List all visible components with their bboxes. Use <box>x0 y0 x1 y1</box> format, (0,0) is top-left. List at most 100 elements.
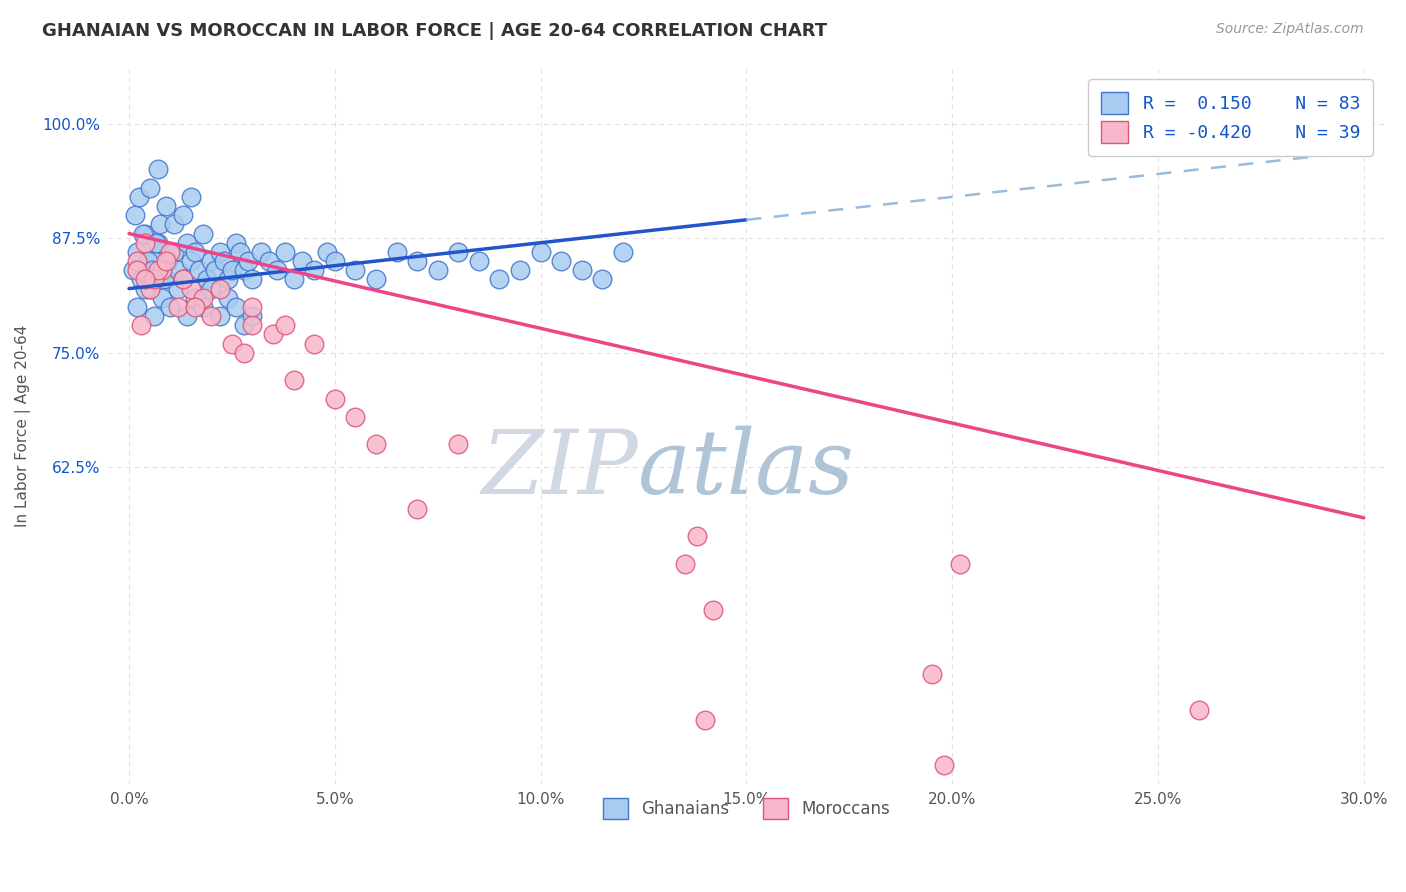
Point <box>134 272 156 286</box>
Point <box>142 272 165 286</box>
Point <box>191 227 214 241</box>
Point <box>180 254 202 268</box>
Point <box>195 272 218 286</box>
Point <box>138 282 160 296</box>
Text: ZIP: ZIP <box>481 425 638 513</box>
Point <box>212 254 235 268</box>
Point <box>344 409 367 424</box>
Point <box>142 254 165 268</box>
Point <box>262 327 284 342</box>
Point <box>138 282 160 296</box>
Point <box>157 254 180 268</box>
Point <box>142 309 165 323</box>
Point <box>283 272 305 286</box>
Point <box>145 235 167 250</box>
Point <box>172 272 194 286</box>
Point <box>529 244 551 259</box>
Point <box>221 336 243 351</box>
Point <box>612 244 634 259</box>
Point <box>127 244 149 259</box>
Point <box>180 190 202 204</box>
Point <box>686 529 709 543</box>
Point <box>172 272 194 286</box>
Point <box>172 208 194 222</box>
Point <box>274 244 297 259</box>
Point <box>229 244 252 259</box>
Point <box>132 227 155 241</box>
Point <box>217 291 239 305</box>
Point <box>208 244 231 259</box>
Point <box>155 199 177 213</box>
Point <box>200 282 222 296</box>
Point <box>184 291 207 305</box>
Point <box>163 218 186 232</box>
Point <box>932 758 955 772</box>
Point <box>208 309 231 323</box>
Point <box>191 291 214 305</box>
Point <box>447 437 470 451</box>
Point <box>702 602 724 616</box>
Point <box>134 235 156 250</box>
Point <box>233 318 256 333</box>
Point <box>242 300 264 314</box>
Point <box>291 254 314 268</box>
Point <box>184 300 207 314</box>
Point <box>695 713 717 727</box>
Point <box>208 282 231 296</box>
Point <box>127 300 149 314</box>
Point <box>242 309 264 323</box>
Point <box>406 501 429 516</box>
Point <box>127 263 149 277</box>
Point <box>128 190 150 204</box>
Point <box>155 272 177 286</box>
Point <box>921 666 943 681</box>
Point <box>385 244 408 259</box>
Legend: Ghanaians, Moroccans: Ghanaians, Moroccans <box>596 792 897 825</box>
Point <box>242 272 264 286</box>
Point <box>150 291 173 305</box>
Text: atlas: atlas <box>638 425 853 513</box>
Point <box>159 244 181 259</box>
Point <box>138 180 160 194</box>
Point <box>204 263 226 277</box>
Point <box>550 254 572 268</box>
Point <box>949 557 972 571</box>
Point <box>167 263 190 277</box>
Point <box>274 318 297 333</box>
Y-axis label: In Labor Force | Age 20-64: In Labor Force | Age 20-64 <box>15 325 31 527</box>
Point <box>163 244 186 259</box>
Point <box>233 263 256 277</box>
Point <box>591 272 613 286</box>
Point <box>242 318 264 333</box>
Point <box>134 227 156 241</box>
Point <box>509 263 531 277</box>
Point <box>200 309 222 323</box>
Point <box>191 300 214 314</box>
Point <box>146 235 169 250</box>
Point <box>150 263 173 277</box>
Point <box>136 254 159 268</box>
Point <box>426 263 449 277</box>
Point <box>176 235 198 250</box>
Point <box>323 254 346 268</box>
Point <box>146 162 169 177</box>
Point <box>344 263 367 277</box>
Point <box>406 254 429 268</box>
Point <box>315 244 337 259</box>
Point <box>150 263 173 277</box>
Point <box>225 235 247 250</box>
Point <box>221 263 243 277</box>
Point <box>167 282 190 296</box>
Point <box>323 392 346 406</box>
Point <box>468 254 491 268</box>
Point <box>364 437 387 451</box>
Point <box>225 300 247 314</box>
Point <box>188 263 211 277</box>
Point <box>149 218 172 232</box>
Point <box>153 272 176 286</box>
Point <box>283 373 305 387</box>
Point <box>447 244 470 259</box>
Point <box>571 263 593 277</box>
Point <box>257 254 280 268</box>
Point <box>200 254 222 268</box>
